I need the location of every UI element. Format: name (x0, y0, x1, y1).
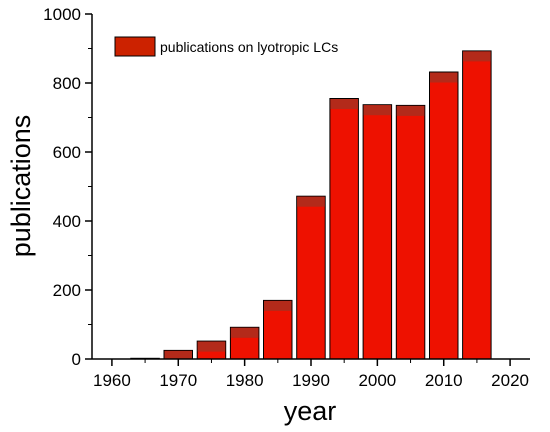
bar (395, 104, 426, 360)
y-ticks: 0 200 400 600 800 1000 (43, 5, 92, 369)
bar-top-shade (463, 51, 491, 62)
x-ticks: 1960 1970 1980 1990 2000 2010 2020 (93, 359, 529, 390)
bar-top-shade (164, 350, 192, 359)
legend-label: publications on lyotropic LCs (160, 39, 338, 55)
bars-layer (130, 50, 492, 360)
x-tick-label: 1960 (93, 371, 131, 390)
bar (462, 50, 492, 360)
x-tick-label: 1970 (159, 371, 197, 390)
bar-top-shade (264, 300, 292, 311)
legend-swatch (114, 36, 156, 57)
bar (296, 195, 326, 360)
x-tick-label: 2000 (358, 371, 396, 390)
y-tick-label: 600 (53, 143, 81, 162)
y-tick-label: 800 (53, 74, 81, 93)
y-tick-label: 1000 (43, 5, 81, 24)
bar (429, 71, 459, 360)
x-tick-label: 2020 (491, 371, 529, 390)
bar (329, 98, 359, 360)
bar (362, 104, 393, 360)
x-axis-title: year (284, 396, 337, 426)
y-tick-label: 200 (53, 281, 81, 300)
x-tick-label: 1980 (226, 371, 264, 390)
y-axis-title: publications (6, 115, 36, 258)
x-tick-label: 2010 (425, 371, 463, 390)
bar-top-shade (330, 99, 358, 109)
x-tick-label: 1990 (292, 371, 330, 390)
bar-top-shade (297, 196, 325, 207)
bar-top-shade (396, 105, 425, 116)
bar-top-shade (197, 341, 226, 352)
y-tick-label: 400 (53, 212, 81, 231)
y-tick-label: 0 (72, 350, 81, 369)
bar-top-shade (430, 72, 458, 83)
bar-top-shade (230, 327, 259, 338)
legend: publications on lyotropic LCs (114, 36, 338, 57)
bar-top-shade (363, 105, 392, 116)
